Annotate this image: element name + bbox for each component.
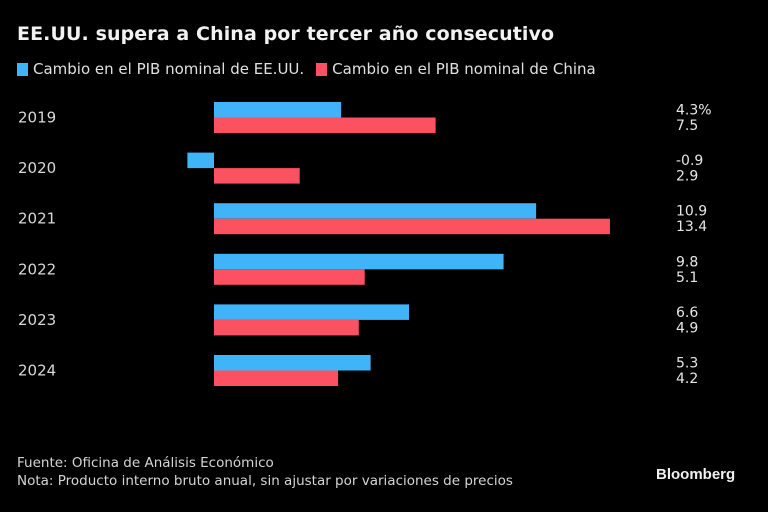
category-label-2022: 2022 xyxy=(18,260,56,278)
bar-china-2022 xyxy=(214,269,365,285)
bar-us-2023 xyxy=(214,304,410,320)
bar-us-2024 xyxy=(214,355,371,371)
legend-label-china: Cambio en el PIB nominal de China xyxy=(332,60,596,78)
footnote: Nota: Producto interno bruto anual, sin … xyxy=(17,473,513,489)
value-label-us-2021: 10.9 xyxy=(676,204,707,220)
bar-us-2020 xyxy=(187,152,214,169)
value-label-china-2022: 5.1 xyxy=(676,270,698,286)
legend: Cambio en el PIB nominal de EE.UU. Cambi… xyxy=(17,60,608,78)
category-label-2023: 2023 xyxy=(18,311,56,329)
value-label-china-2024: 4.2 xyxy=(676,371,698,387)
value-label-china-2020: 2.9 xyxy=(676,169,698,185)
value-label-china-2019: 7.5 xyxy=(676,118,698,134)
value-label-us-2019: 4.3% xyxy=(676,103,712,119)
value-label-us-2024: 5.3 xyxy=(676,356,698,372)
legend-swatch-us xyxy=(17,62,28,76)
value-label-us-2022: 9.8 xyxy=(676,254,698,270)
value-label-china-2021: 13.4 xyxy=(676,219,707,235)
source-note: Fuente: Oficina de Análisis Económico xyxy=(17,455,274,471)
bar-china-2020 xyxy=(214,168,300,184)
category-label-2021: 2021 xyxy=(18,210,56,228)
value-label-us-2023: 6.6 xyxy=(676,305,698,321)
bloomberg-logo: Bloomberg xyxy=(656,466,736,483)
bar-china-2021 xyxy=(214,218,610,235)
bar-us-2021 xyxy=(214,203,537,219)
legend-item-us: Cambio en el PIB nominal de EE.UU. xyxy=(17,60,304,78)
category-label-2020: 2020 xyxy=(18,159,56,177)
legend-label-us: Cambio en el PIB nominal de EE.UU. xyxy=(33,60,305,78)
bar-us-2022 xyxy=(214,253,504,270)
footer: Fuente: Oficina de Análisis Económico No… xyxy=(17,454,513,490)
bar-china-2024 xyxy=(214,370,339,386)
category-label-2024: 2024 xyxy=(18,362,56,380)
bar-china-2019 xyxy=(214,117,436,133)
chart-title: EE.UU. supera a China por tercer año con… xyxy=(17,23,555,45)
bar-china-2023 xyxy=(214,319,359,336)
bar-us-2019 xyxy=(214,102,342,118)
category-label-2019: 2019 xyxy=(18,109,56,127)
legend-swatch-china xyxy=(316,62,328,76)
value-label-china-2023: 4.9 xyxy=(676,320,698,336)
value-label-us-2020: -0.9 xyxy=(676,153,703,169)
legend-item-china: Cambio en el PIB nominal de China xyxy=(316,60,596,78)
